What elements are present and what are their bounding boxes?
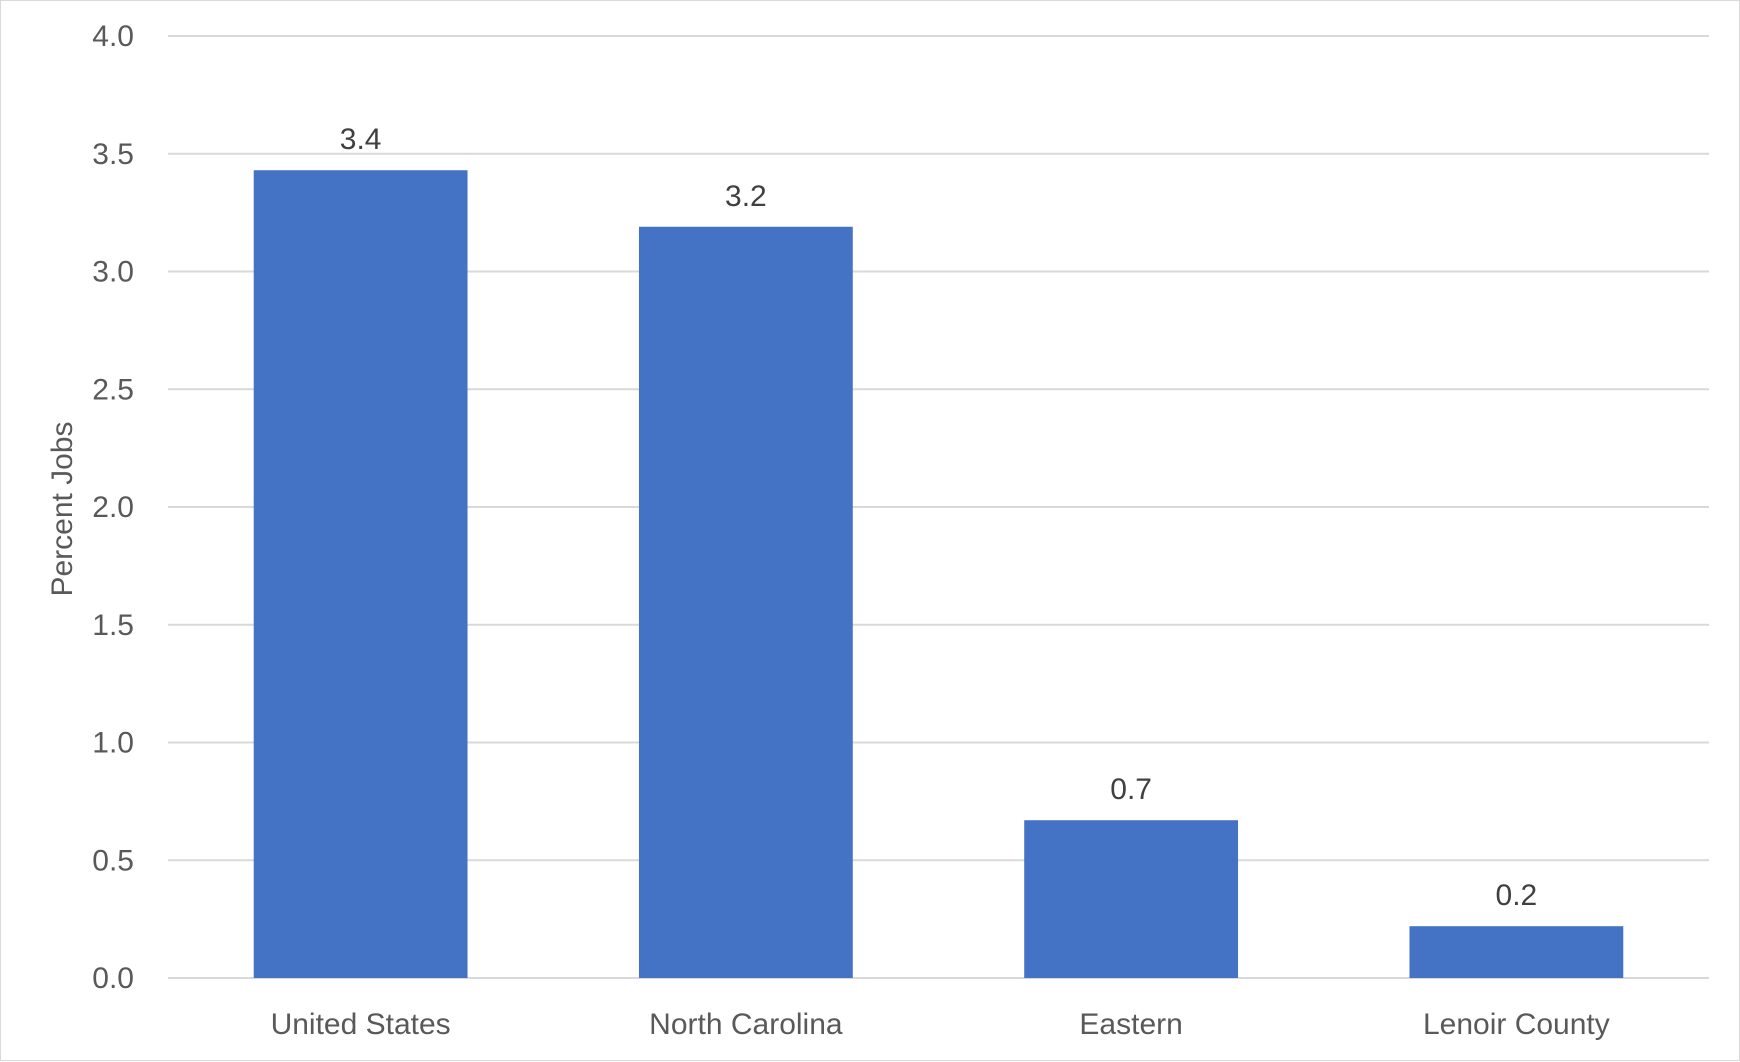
data-label: 0.2 (1496, 879, 1538, 912)
y-tick-label: 1.5 (92, 609, 134, 642)
y-axis-ticks: 0.0 0.5 1.0 1.5 2.0 2.5 3.0 3.5 4.0 (92, 20, 134, 995)
y-tick-label: 0.5 (92, 844, 134, 877)
data-label: 0.7 (1110, 773, 1152, 806)
data-label: 3.4 (340, 123, 382, 156)
y-tick-label: 1.0 (92, 727, 134, 760)
y-tick-label: 3.5 (92, 138, 134, 171)
y-tick-label: 2.0 (92, 491, 134, 524)
y-tick-label: 3.0 (92, 256, 134, 289)
x-category-label: United States (271, 1008, 451, 1041)
bar (1024, 820, 1239, 978)
y-axis-title: Percent Jobs (46, 421, 79, 596)
y-tick-label: 2.5 (92, 373, 134, 406)
bars (253, 170, 1624, 979)
x-category-label: Lenoir County (1423, 1008, 1610, 1041)
y-tick-label: 4.0 (92, 20, 134, 53)
bar (253, 170, 468, 979)
data-labels: 3.4 3.2 0.7 0.2 (340, 123, 1537, 912)
bar (638, 226, 853, 978)
x-category-label: North Carolina (649, 1008, 843, 1041)
x-category-label: Eastern (1079, 1008, 1182, 1041)
y-tick-label: 0.0 (92, 962, 134, 995)
x-axis-labels: United States North Carolina Eastern Lenoir… (271, 1008, 1610, 1041)
data-label: 3.2 (725, 180, 767, 213)
bar (1409, 926, 1624, 978)
